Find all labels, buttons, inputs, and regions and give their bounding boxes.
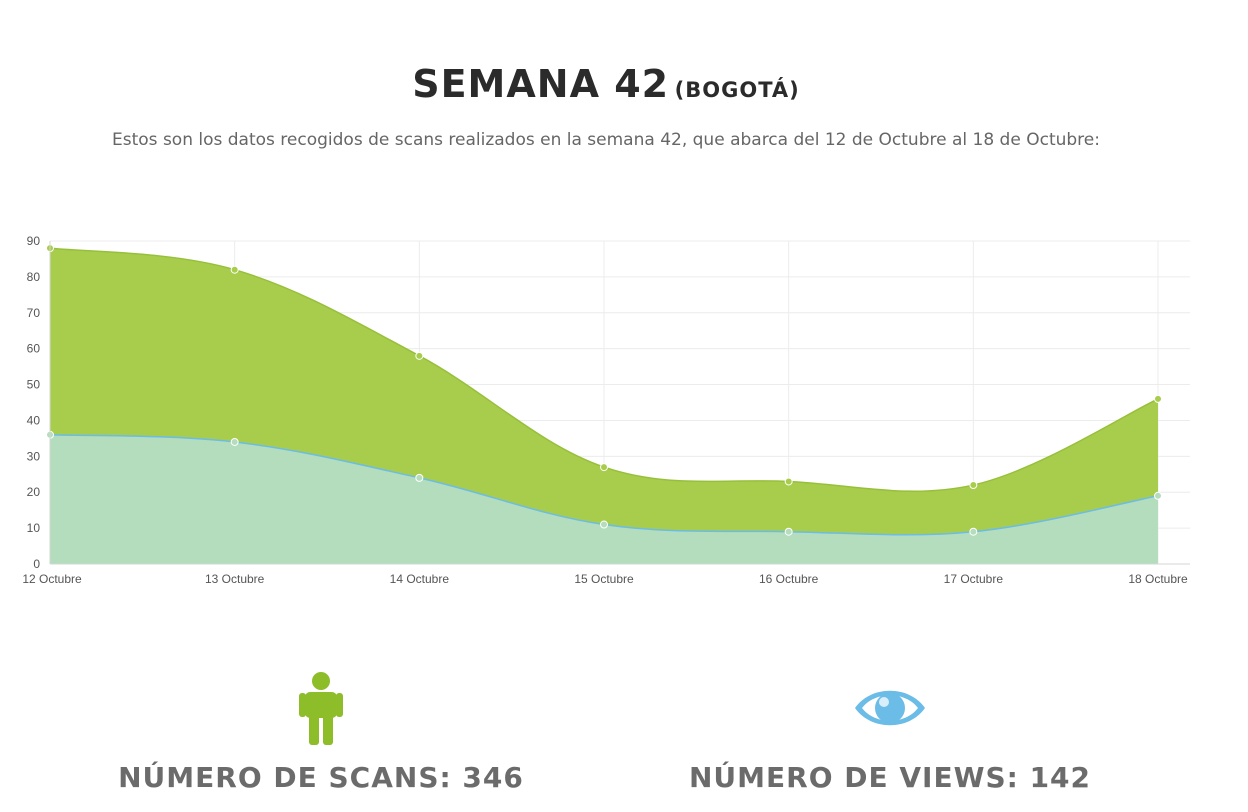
series-0-point-4 — [784, 477, 793, 486]
y-tick-label: 80 — [27, 270, 41, 284]
x-tick-label: 16 Octubre — [759, 572, 819, 586]
series-1-point-6 — [1154, 491, 1162, 500]
x-tick-label: 18 Octubre — [1128, 572, 1188, 586]
series-1-area — [50, 434, 1158, 564]
x-tick-label: 13 Octubre — [205, 572, 265, 586]
eye-icon — [855, 690, 925, 726]
y-tick-label: 60 — [27, 342, 41, 356]
x-tick-label: 15 Octubre — [574, 572, 634, 586]
page-title: SEMANA 42 (BOGOTÁ) — [0, 62, 1212, 106]
x-tick-label: 12 Octubre — [22, 572, 82, 586]
series-0-point-5 — [969, 481, 978, 490]
x-tick-label: 17 Octubre — [944, 572, 1004, 586]
scans-stat: NÚMERO DE SCANS: 346 — [71, 668, 571, 794]
views-count-label: NÚMERO DE VIEWS: 142 — [688, 761, 1092, 794]
person-icon — [299, 672, 343, 745]
y-tick-label: 50 — [27, 378, 41, 392]
page-title-suffix: (BOGOTÁ) — [674, 78, 800, 102]
series-1-point-5 — [969, 527, 978, 536]
y-tick-label: 40 — [27, 413, 41, 427]
y-tick-label: 70 — [27, 306, 41, 320]
scans-count-label: NÚMERO DE SCANS: 346 — [118, 761, 524, 794]
y-tick-label: 0 — [33, 557, 40, 571]
chart-y-axis: 0 10 20 30 40 50 60 70 80 90 — [27, 234, 51, 571]
series-0-point-3 — [600, 463, 608, 472]
page-title-main: SEMANA 42 — [412, 62, 670, 106]
series-0-point-1 — [230, 265, 239, 274]
views-stat: NÚMERO DE VIEWS: 142 — [640, 668, 1140, 794]
page-description: Estos son los datos recogidos de scans r… — [112, 130, 1100, 150]
x-tick-label: 14 Octubre — [390, 572, 450, 586]
series-1-point-2 — [415, 473, 424, 482]
series-0-point-6 — [1154, 394, 1162, 403]
y-tick-label: 90 — [27, 234, 41, 248]
area-chart: 0 10 20 30 40 50 60 70 80 90 12 Octubre 13 Octubre… — [22, 234, 1190, 586]
chart-x-axis: 12 Octubre 13 Octubre 14 Octubre 15 Octubre… — [22, 563, 1190, 586]
series-1-point-1 — [230, 437, 239, 446]
y-tick-label: 10 — [27, 521, 41, 535]
y-tick-label: 20 — [27, 485, 41, 499]
series-0-point-2 — [415, 351, 424, 360]
y-tick-label: 30 — [27, 449, 41, 463]
series-1-point-3 — [600, 520, 608, 529]
series-1-point-4 — [784, 527, 793, 536]
